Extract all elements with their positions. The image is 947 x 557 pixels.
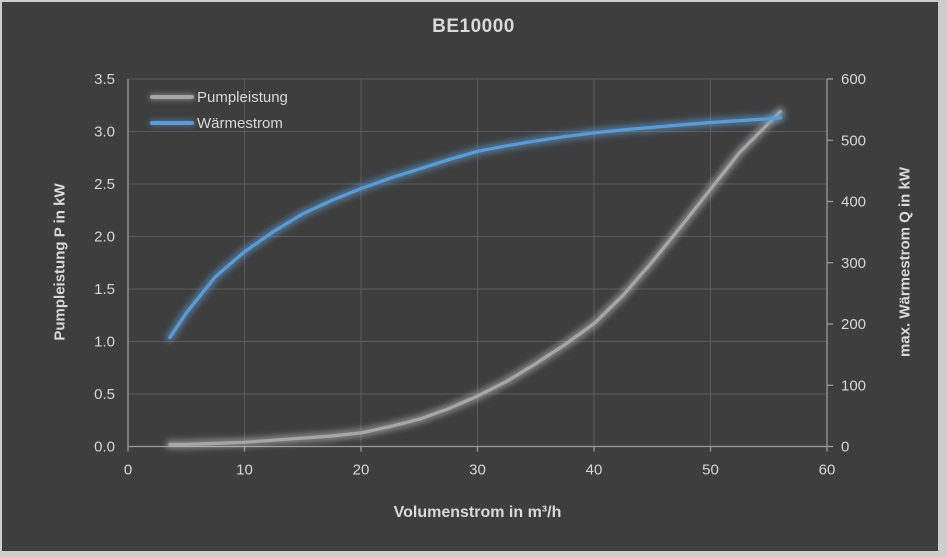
legend-label-pumpleistung: Pumpleistung bbox=[197, 88, 288, 106]
x-tick-label: 30 bbox=[469, 462, 486, 479]
left-tick-label: 2.5 bbox=[94, 176, 115, 193]
right-tick-label: 400 bbox=[841, 194, 866, 211]
legend-item-pumpleistung: Pumpleistung bbox=[150, 84, 288, 110]
right-tick-label: 600 bbox=[841, 71, 866, 88]
right-tick-label: 100 bbox=[841, 377, 866, 394]
right-axis-title: max. Wärmestrom Q in kW bbox=[896, 166, 914, 358]
left-tick-label: 1.5 bbox=[94, 281, 115, 298]
waermestrom-line-swatch bbox=[150, 121, 194, 125]
right-tick-label: 200 bbox=[841, 316, 866, 333]
left-tick-label: 2.0 bbox=[94, 229, 115, 246]
x-tick-label: 0 bbox=[124, 462, 132, 479]
left-tick-label: 0.0 bbox=[94, 439, 115, 456]
x-tick-label: 60 bbox=[819, 462, 836, 479]
left-tick-label: 1.0 bbox=[94, 334, 115, 351]
left-tick-label: 3.0 bbox=[94, 124, 115, 141]
x-tick-label: 50 bbox=[702, 462, 719, 479]
pumpleistung-line-swatch bbox=[150, 95, 194, 99]
legend-label-waermestrom: Wärmestrom bbox=[197, 114, 283, 132]
series-line-wärmestrom bbox=[168, 115, 783, 340]
x-tick-label: 40 bbox=[586, 462, 603, 479]
chart-title: BE10000 bbox=[432, 16, 515, 37]
right-tick-label: 500 bbox=[841, 132, 866, 149]
x-axis-title: Volumenstrom in m³/h bbox=[393, 504, 562, 521]
left-tick-label: 3.5 bbox=[94, 71, 115, 88]
right-tick-label: 300 bbox=[841, 255, 866, 272]
chart-panel bbox=[2, 2, 938, 551]
left-tick-label: 0.5 bbox=[94, 386, 115, 403]
legend: Pumpleistung Wärmestrom bbox=[150, 84, 288, 136]
x-tick-label: 10 bbox=[236, 462, 253, 479]
left-axis-title: Pumpleistung P in kW bbox=[51, 183, 69, 341]
right-tick-label: 0 bbox=[841, 439, 849, 456]
series-line-pumpleistung bbox=[168, 109, 783, 446]
x-tick-label: 20 bbox=[353, 462, 370, 479]
legend-item-waermestrom: Wärmestrom bbox=[150, 110, 288, 136]
